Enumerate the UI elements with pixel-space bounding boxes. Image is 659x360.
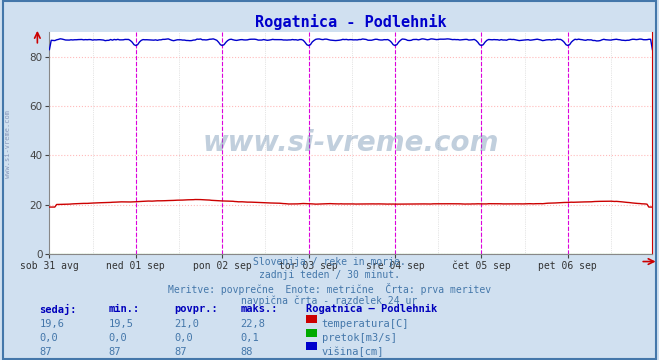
- Title: Rogatnica - Podlehnik: Rogatnica - Podlehnik: [255, 14, 447, 30]
- Text: 0,0: 0,0: [40, 333, 58, 343]
- Text: 87: 87: [40, 347, 52, 357]
- Text: 19,6: 19,6: [40, 319, 65, 329]
- Text: navpična črta - razdelek 24 ur: navpična črta - razdelek 24 ur: [241, 295, 418, 306]
- Text: Meritve: povprečne  Enote: metrične  Črta: prva meritev: Meritve: povprečne Enote: metrične Črta:…: [168, 283, 491, 294]
- Text: min.:: min.:: [109, 304, 140, 314]
- Text: pretok[m3/s]: pretok[m3/s]: [322, 333, 397, 343]
- Text: 88: 88: [241, 347, 253, 357]
- Text: 0,0: 0,0: [175, 333, 193, 343]
- Text: 87: 87: [109, 347, 121, 357]
- Text: www.si-vreme.com: www.si-vreme.com: [203, 129, 499, 157]
- Text: 87: 87: [175, 347, 187, 357]
- Text: www.si-vreme.com: www.si-vreme.com: [5, 110, 11, 178]
- Text: višina[cm]: višina[cm]: [322, 347, 384, 357]
- Text: 0,0: 0,0: [109, 333, 127, 343]
- Text: povpr.:: povpr.:: [175, 304, 218, 314]
- Text: Slovenija / reke in morje.: Slovenija / reke in morje.: [253, 257, 406, 267]
- Text: maks.:: maks.:: [241, 304, 278, 314]
- Text: 0,1: 0,1: [241, 333, 259, 343]
- Text: 22,8: 22,8: [241, 319, 266, 329]
- Text: Rogatnica – Podlehnik: Rogatnica – Podlehnik: [306, 304, 438, 314]
- Text: sedaj:: sedaj:: [40, 304, 77, 315]
- Text: zadnji teden / 30 minut.: zadnji teden / 30 minut.: [259, 270, 400, 280]
- Text: 19,5: 19,5: [109, 319, 134, 329]
- Text: temperatura[C]: temperatura[C]: [322, 319, 409, 329]
- Text: 21,0: 21,0: [175, 319, 200, 329]
